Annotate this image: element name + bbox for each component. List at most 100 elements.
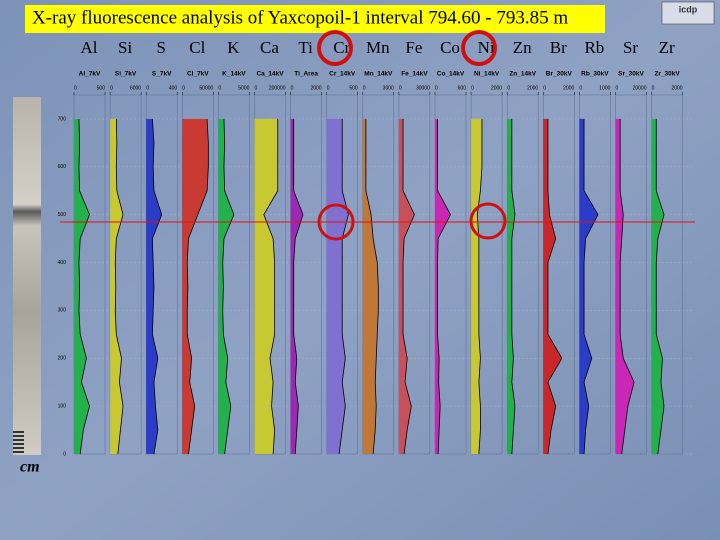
area-fill [254,118,278,454]
area-fill [543,118,562,454]
x-tick-label: 2000 [491,85,502,91]
scale-label: cm [20,459,40,476]
title-box [25,5,605,33]
logo-box [661,1,715,25]
plot-title: Cr_14kV [329,71,356,78]
x-tick-label: 0 [74,85,77,91]
element-label: Si [118,38,132,57]
plot-title: Cl_7kV [187,71,209,78]
element-label: Sr [623,38,638,57]
plot-title: Ca_14kV [256,71,284,78]
element-label: Ca [260,38,279,57]
plot-title: Fe_14kV [401,71,428,78]
area-fill [362,118,379,454]
trace [583,118,599,455]
x-tick-label: 0 [255,85,258,91]
plot-title: K_14kV [222,71,246,78]
element-label: Co [440,38,460,57]
x-tick-label: 600 [458,85,467,91]
y-tick-label: 500 [58,212,67,218]
trace [619,118,635,455]
plot-title: Si_7kV [115,71,137,78]
trace [222,118,235,455]
trace [151,118,163,455]
plot-title: Ti_Area [294,71,318,78]
element-label: Cr [333,38,350,57]
highlight-circle [461,30,497,66]
x-tick-label: 0 [218,85,221,91]
trace [78,118,90,455]
area-fill [218,118,234,454]
x-tick-label: 0 [182,85,185,91]
x-tick-label: 500 [97,85,106,91]
y-tick-label: 300 [58,308,67,314]
x-tick-label: 500 [349,85,358,91]
x-tick-label: 0 [543,85,546,91]
element-label: S [156,38,165,57]
plot-title: Co_14kV [437,71,465,78]
x-tick-label: 0 [579,85,582,91]
highlight-circle [469,202,507,240]
x-tick-label: 2000 [310,85,321,91]
x-tick-label: 50000 [199,85,213,91]
element-label: Ni [478,38,495,57]
trace [186,118,209,455]
area-fill [579,118,598,454]
highlight-circle [317,203,355,241]
x-tick-label: 0 [363,85,366,91]
plot-title: S_7kV [152,71,172,78]
plot-title: Sr_30kV [618,71,644,78]
x-tick-label: 2000 [671,85,682,91]
x-tick-label: 0 [327,85,330,91]
trace [402,118,415,455]
x-tick-label: 2000 [563,85,574,91]
trace [263,118,279,455]
trace [365,118,379,455]
plot-title: Br_30kV [546,71,573,78]
x-tick-label: 6000 [130,85,141,91]
x-tick-label: 200000 [269,85,286,91]
logo: icdp [679,4,698,14]
y-tick-label: 600 [58,164,67,170]
element-label: Cl [189,38,205,57]
element-label: Zn [513,38,532,57]
y-tick-label: 100 [58,403,67,409]
area-fill [182,118,209,454]
area-fill [615,118,635,454]
plot-title: Al_7kV [79,71,101,78]
x-tick-label: 0 [399,85,402,91]
x-tick-label: 20000 [633,85,647,91]
x-tick-label: 0 [146,85,149,91]
plot-title: Zr_30kV [654,71,680,78]
plot-title: Mn_14kV [364,71,393,78]
y-tick-label: 700 [58,116,67,122]
element-label: Zr [659,38,675,57]
scale-bar [13,431,24,453]
element-label: Rb [584,38,604,57]
trace [437,118,451,455]
element-label: K [227,38,240,57]
y-tick-label: 0 [63,451,66,457]
x-tick-label: 0 [291,85,294,91]
element-label: Ti [298,38,313,57]
trace [293,118,304,455]
x-tick-label: 0 [616,85,619,91]
x-tick-label: 0 [507,85,510,91]
element-label: Al [81,38,98,57]
plot-title: Rb_30kV [581,71,609,78]
x-tick-label: 0 [471,85,474,91]
element-label: Fe [405,38,422,57]
area-fill [398,118,415,454]
trace [511,118,516,455]
y-tick-label: 200 [58,356,67,362]
area-fill [74,118,90,454]
plot-title: Ni_14kV [474,71,500,78]
trace [655,118,665,455]
x-tick-label: 0 [435,85,438,91]
x-tick-label: 3000 [383,85,394,91]
trace [114,118,124,455]
element-label: Mn [366,38,390,57]
highlight-circle [317,30,353,66]
plot-title: Zn_14kV [509,71,536,78]
